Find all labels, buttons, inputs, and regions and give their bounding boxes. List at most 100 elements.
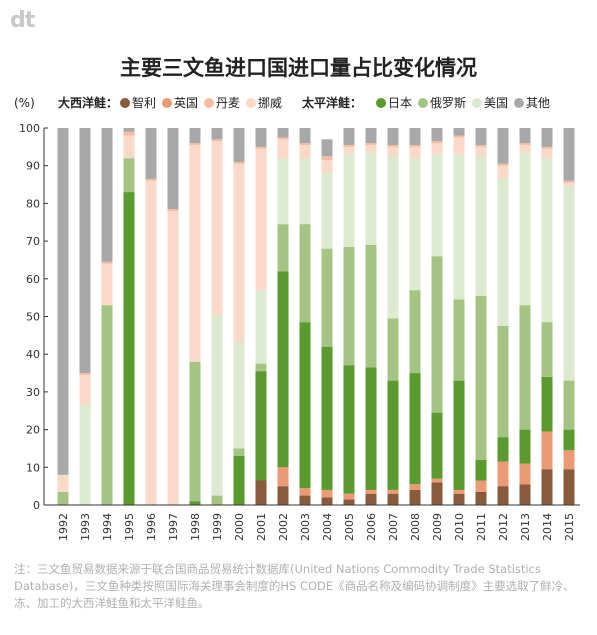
bar-segment-美国-2009 (431, 154, 443, 257)
bar-segment-其他-2008 (409, 128, 421, 145)
bar-segment-其他-1993 (79, 128, 91, 374)
bar-segment-其他-2012 (497, 128, 509, 164)
bar-segment-智利-2001 (255, 480, 267, 505)
bar-segment-日本-2011 (475, 459, 487, 481)
bar-segment-智利-2003 (299, 495, 311, 505)
bar-segment-挪威-1997 (167, 210, 179, 505)
legend-swatch-英国 (162, 98, 172, 108)
legend-label-俄罗斯: 俄罗斯 (430, 96, 466, 110)
bar-segment-其他-1995 (123, 128, 135, 132)
legend-swatch-美国 (472, 98, 482, 108)
bar-segment-挪威-2005 (343, 146, 355, 155)
x-tick-label: 2003 (299, 513, 312, 541)
x-tick-label: 1994 (101, 513, 114, 541)
bar-segment-日本-2001 (255, 371, 267, 481)
bar-segment-俄罗斯-2015 (563, 380, 575, 430)
bar-segment-俄罗斯-1994 (101, 305, 113, 505)
legend-swatch-智利 (120, 98, 130, 108)
x-tick-label: 2001 (255, 513, 268, 541)
bar-segment-日本-2012 (497, 437, 509, 462)
bar-segment-英国-2002 (277, 467, 289, 487)
bar-segment-其他-2003 (299, 128, 311, 144)
bar-segment-挪威-2009 (431, 143, 443, 155)
x-tick-label: 2009 (431, 513, 444, 541)
bar-segment-丹麦-2001 (255, 146, 267, 149)
bar-segment-其他-2004 (321, 139, 333, 157)
bar-segment-美国-2012 (497, 178, 509, 326)
x-tick-label: 1999 (211, 513, 224, 541)
bar-stack-1992 (57, 128, 69, 505)
bar-segment-其他-2000 (233, 128, 245, 162)
bar-segment-美国-2001 (255, 290, 267, 364)
bar-segment-俄罗斯-2013 (519, 305, 531, 430)
bar-segment-俄罗斯-2002 (277, 224, 289, 272)
bar-segment-其他-2002 (277, 128, 289, 138)
dt-logo: dt (10, 8, 35, 33)
bar-stack-2002 (277, 128, 289, 505)
bar-segment-丹麦-2004 (321, 156, 333, 161)
bar-segment-日本-1995 (123, 192, 135, 505)
y-unit-label: (%) (14, 96, 35, 110)
bar-segment-挪威-2003 (299, 144, 311, 159)
x-tick-label: 2010 (453, 513, 466, 541)
bar-segment-丹麦-1994 (101, 261, 113, 264)
bar-segment-其他-1997 (167, 128, 179, 210)
y-tick-label: 90 (26, 160, 40, 173)
x-tick-label: 1998 (189, 513, 202, 541)
bar-segment-丹麦-1997 (167, 209, 179, 211)
bar-segment-日本-2010 (453, 380, 465, 490)
bar-segment-挪威-1996 (145, 180, 157, 505)
bar-segment-英国-2004 (321, 489, 333, 498)
bar-segment-智利-2006 (365, 493, 377, 505)
x-tick-label: 1993 (79, 513, 92, 541)
bar-segment-其他-1999 (211, 128, 223, 140)
bar-segment-其他-2001 (255, 128, 267, 147)
y-tick-label: 10 (26, 461, 40, 474)
bar-segment-俄罗斯-2014 (541, 322, 553, 377)
x-tick-label: 2006 (365, 513, 378, 541)
x-tick-label: 1992 (57, 513, 70, 541)
bar-segment-日本-2004 (321, 346, 333, 490)
bar-segment-智利-2010 (453, 493, 465, 505)
bar-stack-1998 (189, 128, 201, 505)
x-tick-label: 2012 (497, 513, 510, 541)
bar-segment-丹麦-2005 (343, 144, 355, 147)
bar-segment-智利-2015 (563, 469, 575, 505)
y-tick-label: 0 (33, 499, 40, 512)
legend-pacific-label: 太平洋鲑： (302, 95, 362, 110)
bar-segment-其他-1998 (189, 128, 201, 144)
legend-swatch-丹麦 (204, 98, 214, 108)
bar-segment-日本-2008 (409, 373, 421, 485)
bar-segment-丹麦-2014 (541, 146, 553, 149)
bar-segment-英国-2015 (563, 450, 575, 470)
legend: (%) 大西洋鲑： 智利 英国 丹麦 挪威 太平洋鲑： 日本 俄罗斯 美国 其他 (14, 95, 550, 110)
bar-segment-其他-1996 (145, 128, 157, 179)
bar-segment-其他-2011 (475, 128, 487, 145)
x-tick-label: 1996 (145, 513, 158, 541)
bar-segment-智利-2012 (497, 486, 509, 505)
legend-label-日本: 日本 (388, 96, 412, 110)
legend-atlantic-label: 大西洋鲑： (58, 95, 118, 110)
bar-segment-日本-2014 (541, 376, 553, 432)
bar-segment-丹麦-2012 (497, 163, 509, 166)
bar-segment-挪威-1995 (123, 135, 135, 159)
bar-segment-智利-2013 (519, 484, 531, 505)
bar-segment-俄罗斯-2004 (321, 248, 333, 347)
bar-segment-挪威-2006 (365, 144, 377, 153)
bar-segment-丹麦-2010 (453, 135, 465, 138)
bar-segment-日本-2006 (365, 367, 377, 490)
bar-segment-日本-2002 (277, 271, 289, 468)
bar-stack-2012 (497, 128, 509, 505)
bar-segment-美国-2006 (365, 152, 377, 245)
bar-segment-挪威-1992 (57, 474, 69, 492)
legend-swatch-挪威 (246, 98, 256, 108)
bar-segment-挪威-2002 (277, 139, 289, 159)
bar-segment-其他-1992 (57, 128, 69, 475)
bar-segment-挪威-2013 (519, 144, 531, 153)
bar-segment-美国-2011 (475, 156, 487, 296)
bar-segment-俄罗斯-1998 (189, 361, 201, 502)
bar-segment-英国-2014 (541, 431, 553, 470)
bar-segment-丹麦-2006 (365, 143, 377, 145)
bar-stack-1995 (123, 128, 135, 505)
bar-segment-智利-2004 (321, 497, 333, 505)
